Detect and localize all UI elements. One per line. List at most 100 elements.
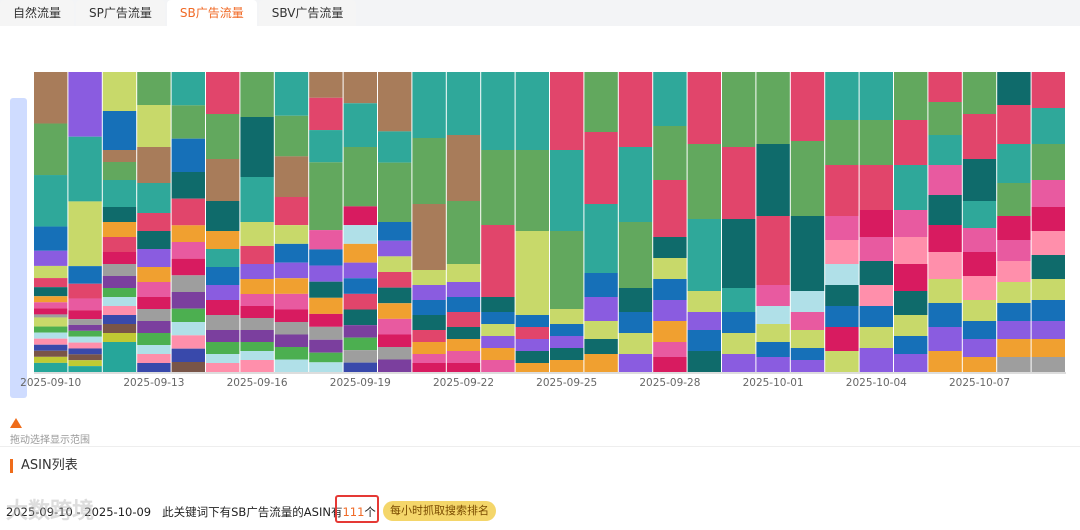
bar-segment[interactable] bbox=[997, 261, 1031, 282]
bar-segment[interactable] bbox=[240, 72, 274, 117]
asin-count[interactable]: 111 bbox=[342, 505, 365, 519]
bar-segment[interactable] bbox=[756, 324, 790, 342]
bar-segment[interactable] bbox=[928, 165, 962, 195]
bar-segment[interactable] bbox=[584, 132, 618, 204]
bar-segment[interactable] bbox=[274, 334, 309, 348]
bar-segment[interactable] bbox=[515, 339, 549, 351]
bar-segment[interactable] bbox=[137, 345, 171, 354]
bar-segment[interactable] bbox=[894, 291, 928, 315]
bar-segment[interactable] bbox=[34, 302, 68, 309]
bar-segment[interactable] bbox=[962, 252, 997, 276]
bar-segment[interactable] bbox=[550, 150, 584, 231]
bar-segment[interactable] bbox=[343, 243, 377, 263]
bar-segment[interactable] bbox=[825, 351, 859, 372]
bar-segment[interactable] bbox=[1031, 207, 1065, 231]
bar-segment[interactable] bbox=[309, 352, 343, 363]
bar-segment[interactable] bbox=[481, 360, 515, 372]
bar-segment[interactable] bbox=[515, 150, 549, 231]
bar-segment[interactable] bbox=[34, 308, 68, 315]
bar-segment[interactable] bbox=[102, 222, 137, 237]
bar-segment[interactable] bbox=[34, 72, 68, 124]
bar-segment[interactable] bbox=[790, 360, 825, 372]
bar-segment[interactable] bbox=[481, 297, 515, 312]
bar-segment[interactable] bbox=[137, 183, 171, 213]
bar-segment[interactable] bbox=[240, 279, 274, 294]
bar-segment[interactable] bbox=[928, 279, 962, 303]
bar-segment[interactable] bbox=[962, 276, 997, 300]
bar-segment[interactable] bbox=[378, 222, 412, 241]
bar-segment[interactable] bbox=[137, 105, 171, 147]
bar-segment[interactable] bbox=[1031, 255, 1065, 279]
bar-segment[interactable] bbox=[274, 115, 309, 157]
bar-segment[interactable] bbox=[240, 306, 274, 318]
bar-segment[interactable] bbox=[343, 262, 377, 279]
bar-segment[interactable] bbox=[102, 306, 137, 315]
bar-segment[interactable] bbox=[378, 72, 412, 132]
bar-segment[interactable] bbox=[584, 204, 618, 273]
bar-segment[interactable] bbox=[171, 198, 205, 226]
bar-segment[interactable] bbox=[1031, 300, 1065, 321]
bar-segment[interactable] bbox=[34, 350, 68, 357]
bar-segment[interactable] bbox=[825, 216, 859, 240]
bar-segment[interactable] bbox=[928, 327, 962, 351]
bar-segment[interactable] bbox=[171, 72, 205, 106]
bar-segment[interactable] bbox=[206, 249, 240, 267]
bar-segment[interactable] bbox=[618, 333, 653, 354]
bar-segment[interactable] bbox=[102, 333, 137, 342]
bar-segment[interactable] bbox=[1031, 321, 1065, 339]
bar-segment[interactable] bbox=[309, 162, 343, 231]
bar-segment[interactable] bbox=[240, 342, 274, 351]
bar-segment[interactable] bbox=[790, 312, 825, 330]
bar-segment[interactable] bbox=[894, 336, 928, 354]
bar-segment[interactable] bbox=[550, 348, 584, 360]
bar-segment[interactable] bbox=[997, 321, 1031, 339]
bar-segment[interactable] bbox=[102, 315, 137, 324]
tab-sbv-ads[interactable]: SBV广告流量 bbox=[258, 0, 357, 26]
bar-segment[interactable] bbox=[687, 219, 721, 291]
bar-segment[interactable] bbox=[997, 183, 1031, 216]
bar-segment[interactable] bbox=[859, 237, 893, 261]
bar-segment[interactable] bbox=[894, 354, 928, 372]
bar-segment[interactable] bbox=[378, 162, 412, 222]
bar-segment[interactable] bbox=[274, 197, 309, 226]
bar-segment[interactable] bbox=[102, 162, 137, 180]
bar-segment[interactable] bbox=[481, 150, 515, 225]
bar-segment[interactable] bbox=[206, 159, 240, 201]
bar-segment[interactable] bbox=[928, 303, 962, 327]
bar-segment[interactable] bbox=[137, 282, 171, 297]
bar-segment[interactable] bbox=[309, 72, 343, 98]
bar-segment[interactable] bbox=[68, 266, 102, 284]
bar-segment[interactable] bbox=[137, 213, 171, 231]
bar-segment[interactable] bbox=[343, 362, 377, 372]
bar-segment[interactable] bbox=[68, 319, 102, 325]
bar-segment[interactable] bbox=[1031, 339, 1065, 357]
bar-segment[interactable] bbox=[790, 291, 825, 312]
bar-segment[interactable] bbox=[343, 147, 377, 207]
bar-segment[interactable] bbox=[309, 265, 343, 282]
bar-segment[interactable] bbox=[274, 293, 309, 310]
bar-segment[interactable] bbox=[722, 147, 756, 219]
bar-segment[interactable] bbox=[446, 363, 481, 372]
bar-segment[interactable] bbox=[584, 321, 618, 339]
bar-segment[interactable] bbox=[171, 292, 205, 309]
bar-segment[interactable] bbox=[997, 72, 1031, 105]
bar-segment[interactable] bbox=[68, 336, 102, 343]
bar-segment[interactable] bbox=[34, 317, 68, 327]
bar-segment[interactable] bbox=[171, 242, 205, 259]
bar-segment[interactable] bbox=[240, 246, 274, 264]
bar-segment[interactable] bbox=[171, 138, 205, 172]
bar-segment[interactable] bbox=[894, 237, 928, 264]
bar-segment[interactable] bbox=[894, 315, 928, 336]
bar-segment[interactable] bbox=[584, 297, 618, 321]
bar-segment[interactable] bbox=[515, 315, 549, 327]
bar-segment[interactable] bbox=[412, 342, 446, 354]
bar-segment[interactable] bbox=[274, 322, 309, 335]
bar-segment[interactable] bbox=[550, 336, 584, 348]
bar-segment[interactable] bbox=[962, 114, 997, 159]
bar-segment[interactable] bbox=[137, 147, 171, 183]
bar-segment[interactable] bbox=[309, 249, 343, 266]
bar-segment[interactable] bbox=[515, 327, 549, 339]
bar-segment[interactable] bbox=[309, 297, 343, 314]
tab-sp-ads[interactable]: SP广告流量 bbox=[76, 0, 165, 26]
bar-segment[interactable] bbox=[894, 264, 928, 291]
